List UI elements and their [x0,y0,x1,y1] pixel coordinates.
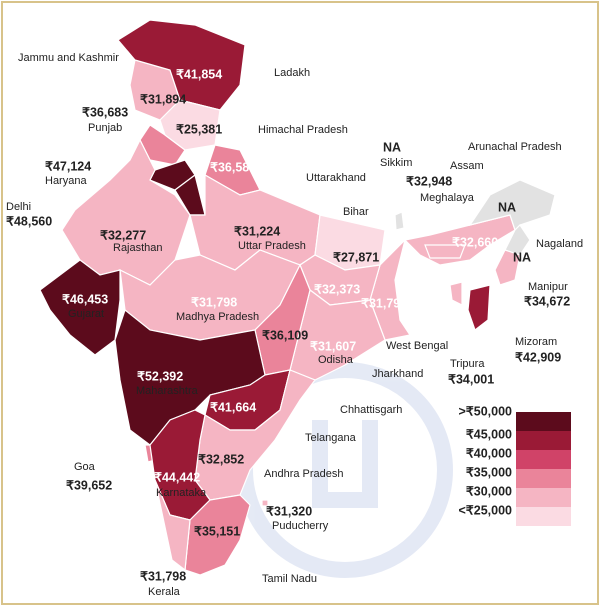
state-shape [39,259,121,356]
state-name: Manipur [528,281,568,293]
state-name: Chhattisgarh [340,404,402,416]
state-value: ₹31,894 [140,92,186,106]
state-name: Assam [450,160,484,172]
state-name: Nagaland [536,238,583,250]
state-name: Odisha [318,354,354,366]
state-value: ₹42,909 [515,350,561,364]
state-name: Puducherry [272,520,329,532]
state-name: Maharashtra [136,385,199,397]
state-name: Madhya Pradesh [176,311,259,323]
state-name: Delhi [6,201,31,213]
state-name: Bihar [343,206,369,218]
legend-label: ₹45,000 [466,427,512,441]
state-name: Jammu and Kashmir [18,52,119,64]
state-value: NA [383,140,401,154]
state-value: ₹36,587 [210,160,256,174]
state-value: ₹31,320 [266,504,312,518]
state-shape [154,479,191,572]
state-shape [394,211,405,231]
state-name: Sikkim [380,157,412,169]
state-value: ₹31,798 [191,295,237,309]
state-name: West Bengal [386,340,448,352]
state-name: Tripura [450,358,485,370]
state-name: Punjab [88,122,122,134]
state-value: ₹36,109 [262,328,308,342]
state-value: ₹47,124 [45,159,91,173]
states [39,19,556,576]
legend-label: ₹35,000 [466,465,512,479]
state-value: NA [513,250,531,264]
state-value: ₹34,001 [448,372,494,386]
state-name: Gujarat [68,308,104,320]
state-name: Himachal Pradesh [258,124,348,136]
state-value: ₹48,560 [6,214,52,228]
legend-label: ₹40,000 [466,446,512,460]
legend-label: >₹50,000 [459,404,513,418]
state-value: ₹31,798 [140,569,186,583]
state-name: Meghalaya [420,192,475,204]
state-value: ₹31,224 [234,224,280,238]
state-name: Telangana [305,432,357,444]
state-shape [467,284,491,331]
state-shape [449,281,463,306]
state-value: ₹31,798 [361,296,407,310]
state-name: Uttarakhand [306,172,366,184]
state-shape [504,224,531,256]
state-shape [424,244,466,259]
state-value: ₹41,664 [210,400,256,414]
state-shape [117,19,246,111]
legend-swatch [516,431,571,450]
labels: Jammu and Kashmir ₹31,894 Ladakh ₹41,854 Pun… [6,52,583,598]
state-name: Andhra Pradesh [264,468,344,480]
legend-label: <₹25,000 [459,503,513,517]
state-value: ₹32,852 [198,452,244,466]
state-value: ₹32,948 [406,174,452,188]
state-value: ₹32,660 [452,235,498,249]
state-shape [184,494,251,576]
state-name: Karnataka [156,487,207,499]
legend-swatch [516,412,571,431]
state-value: ₹27,871 [333,250,379,264]
state-name: Tamil Nadu [262,573,317,585]
state-name: Uttar Pradesh [238,240,306,252]
state-name: Arunachal Pradesh [468,141,562,153]
state-shape [494,249,521,286]
state-value: ₹31,607 [310,339,356,353]
legend-swatch [516,450,571,469]
legend-swatch [516,488,571,507]
state-name: Jharkhand [372,368,423,380]
state-shape [261,499,269,507]
state-value: ₹41,854 [176,67,222,81]
state-value: ₹32,277 [100,228,146,242]
state-shape [468,179,556,232]
state-value: ₹44,442 [154,470,200,484]
state-name: Haryana [45,175,87,187]
state-value: ₹32,373 [314,282,360,296]
state-value: ₹34,672 [524,294,570,308]
state-value: ₹46,453 [62,292,108,306]
state-value: NA [498,200,516,214]
state-name: Kerala [148,586,181,598]
state-value: ₹52,392 [137,369,183,383]
legend-swatch [516,507,571,526]
state-value: ₹36,683 [82,105,128,119]
legend-label: ₹30,000 [466,484,512,498]
legend-swatch [516,469,571,488]
state-name: Rajasthan [113,242,163,254]
state-value: ₹39,652 [66,478,112,492]
state-name: Ladakh [274,67,310,79]
state-value: ₹25,381 [176,122,222,136]
state-name: Goa [74,461,96,473]
state-name: Mizoram [515,336,557,348]
state-value: ₹35,151 [194,524,240,538]
